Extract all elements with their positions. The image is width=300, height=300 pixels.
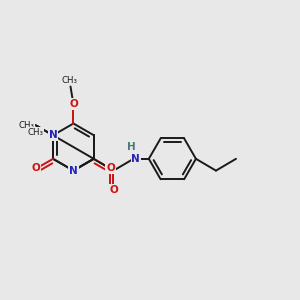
Text: CH₃: CH₃ [61,76,77,85]
Text: N: N [69,166,78,176]
Text: N: N [131,154,140,164]
Text: CH₃: CH₃ [18,121,34,130]
Text: N: N [49,130,57,140]
Text: O: O [109,185,118,195]
Text: O: O [32,164,41,173]
Text: N: N [69,166,78,176]
Text: O: O [69,99,78,109]
Text: CH₃: CH₃ [28,128,44,136]
Text: O: O [106,164,115,173]
Text: H: H [127,142,136,152]
